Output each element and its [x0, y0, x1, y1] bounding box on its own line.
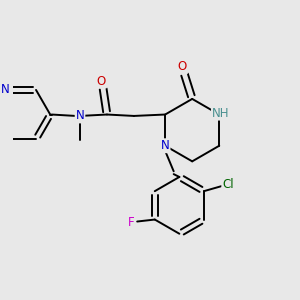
Text: NH: NH: [212, 106, 230, 120]
Text: Cl: Cl: [222, 178, 234, 190]
Text: N: N: [161, 139, 170, 152]
Text: N: N: [0, 83, 9, 96]
Text: O: O: [178, 60, 187, 73]
Text: N: N: [76, 110, 84, 122]
Text: F: F: [128, 216, 135, 229]
Text: O: O: [97, 74, 106, 88]
